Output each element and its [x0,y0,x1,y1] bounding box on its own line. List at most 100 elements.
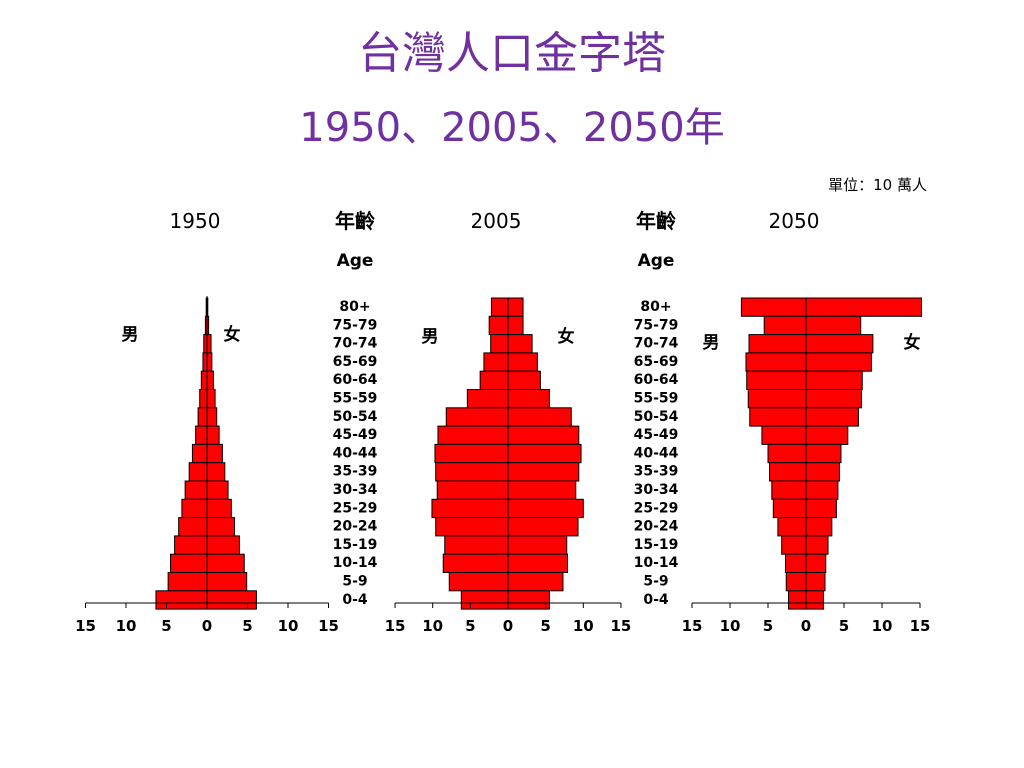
age-label-1-20-24: 20-24 [634,519,679,535]
bar-female-1950-30-34 [206,480,229,500]
bar-male-1950-40-44 [191,443,208,464]
x-tick-label-2050-5: 10 [872,617,893,635]
bar-female-2005-60-64 [507,370,541,390]
bar-female-2005-45-49 [507,425,580,445]
age-label-0-35-39: 35-39 [333,464,378,480]
bar-male-1950-10-14 [170,553,208,574]
bar-female-1950-45-49 [206,425,220,445]
panel-title-2050: 2050 [769,209,820,233]
bar-male-2005-40-44 [434,443,509,464]
male-label-0: 男 [122,325,139,345]
bar-male-2050-0-4 [788,590,807,610]
age-label-1-35-39: 35-39 [634,464,679,480]
bar-male-2005-5-9 [448,572,509,592]
male-label-1: 男 [422,327,439,347]
age-label-1-5-9: 5-9 [643,574,668,590]
panel-title-2005: 2005 [471,209,522,233]
bar-female-1950-20-24 [206,517,236,537]
bar-female-2050-35-39 [805,462,840,482]
bar-male-2005-75-79 [488,315,509,336]
bar-female-2050-0-4 [805,590,824,610]
bar-female-1950-60-64 [206,370,214,390]
female-label-2: 女 [904,332,921,353]
bar-male-1950-15-19 [174,535,208,555]
x-tick-label-2050-2: 5 [763,617,773,635]
age-label-1-10-14: 10-14 [634,555,679,571]
bar-female-2050-5-9 [805,572,826,592]
bar-male-1950-65-69 [202,352,208,372]
bar-female-2050-50-54 [805,407,859,427]
age-label-0-45-49: 45-49 [333,427,378,443]
age-label-0-55-59: 55-59 [333,391,378,407]
male-label-2: 男 [703,333,720,353]
bar-male-1950-30-34 [184,480,208,500]
bar-female-2005-35-39 [507,462,580,482]
bar-female-2005-0-4 [507,590,550,610]
age-header-en-0: Age [337,251,374,271]
bar-male-1950-35-39 [188,462,208,482]
bar-female-2005-80+ [507,297,524,317]
x-tick-label-1950-2: 5 [161,617,171,635]
bar-male-2005-25-29 [431,498,509,519]
bar-female-1950-70-74 [206,334,212,354]
age-label-0-0-4: 0-4 [342,592,368,608]
bar-male-1950-60-64 [200,370,208,390]
bar-female-2005-40-44 [507,443,582,464]
bar-male-2005-60-64 [479,370,509,390]
x-tick-label-1950-1: 10 [116,617,137,635]
x-tick-label-1950-4: 5 [242,617,252,635]
bar-male-2005-50-54 [445,407,509,427]
bar-male-2005-0-4 [460,590,509,610]
bar-female-2050-60-64 [805,370,863,390]
age-label-0-80+: 80+ [339,299,370,315]
x-tick-label-2005-5: 10 [573,617,594,635]
unit-note: 單位：10 萬人 [828,176,927,194]
bar-female-1950-65-69 [206,352,213,372]
x-tick-label-1950-6: 15 [318,617,339,635]
x-tick-label-2005-6: 15 [611,617,632,635]
bar-female-2050-75-79 [805,315,862,336]
x-tick-label-2050-3: 0 [801,617,811,635]
age-label-0-40-44: 40-44 [333,445,378,461]
bar-female-1950-25-29 [206,498,232,519]
bar-male-2050-15-19 [781,535,807,555]
age-label-1-55-59: 55-59 [634,391,679,407]
bar-male-2050-60-64 [746,370,807,390]
bar-female-2005-30-34 [507,480,577,500]
age-label-0-70-74: 70-74 [333,336,378,352]
age-label-0-10-14: 10-14 [333,555,378,571]
age-label-0-50-54: 50-54 [333,409,378,425]
bar-male-2005-10-14 [442,553,509,574]
age-header-zh-0: 年齡 [335,209,375,233]
bar-female-2005-20-24 [507,517,579,537]
bar-male-2050-40-44 [767,443,807,464]
bar-male-2005-80+ [490,297,509,317]
bar-female-1950-40-44 [206,443,223,464]
bar-male-2050-45-49 [761,425,807,445]
bar-female-2050-30-34 [805,480,839,500]
bar-female-1950-10-14 [206,553,245,574]
slide-subtitle: 1950、2005、2050年 [299,105,725,151]
bar-male-2050-65-69 [745,352,807,372]
bar-male-1950-20-24 [178,517,208,537]
bar-male-2050-35-39 [769,462,807,482]
bar-female-2050-80+ [805,297,923,317]
bar-female-2005-15-19 [507,535,568,555]
pyramids-svg: 單位：10 萬人 1950 15 10 5 0 5 10 15 2005 15 10 5 0 5 10 15 20… [75,176,930,635]
bar-female-2005-5-9 [507,572,564,592]
bar-male-2005-45-49 [437,425,509,445]
bar-male-2050-5-9 [785,572,807,592]
age-label-0-20-24: 20-24 [333,519,378,535]
x-tick-label-1950-0: 15 [75,617,96,635]
x-tick-label-2050-1: 10 [720,617,741,635]
bar-male-1950-55-59 [199,389,208,409]
bar-male-2050-30-34 [771,480,807,500]
bar-male-2050-20-24 [777,517,807,537]
female-label-1: 女 [558,326,575,347]
bar-female-2005-10-14 [507,553,568,574]
bar-female-2005-25-29 [507,498,584,519]
x-tick-label-1950-5: 10 [278,617,299,635]
age-label-1-80+: 80+ [640,299,671,315]
x-tick-label-2005-3: 0 [503,617,513,635]
x-tick-label-2005-0: 15 [385,617,406,635]
